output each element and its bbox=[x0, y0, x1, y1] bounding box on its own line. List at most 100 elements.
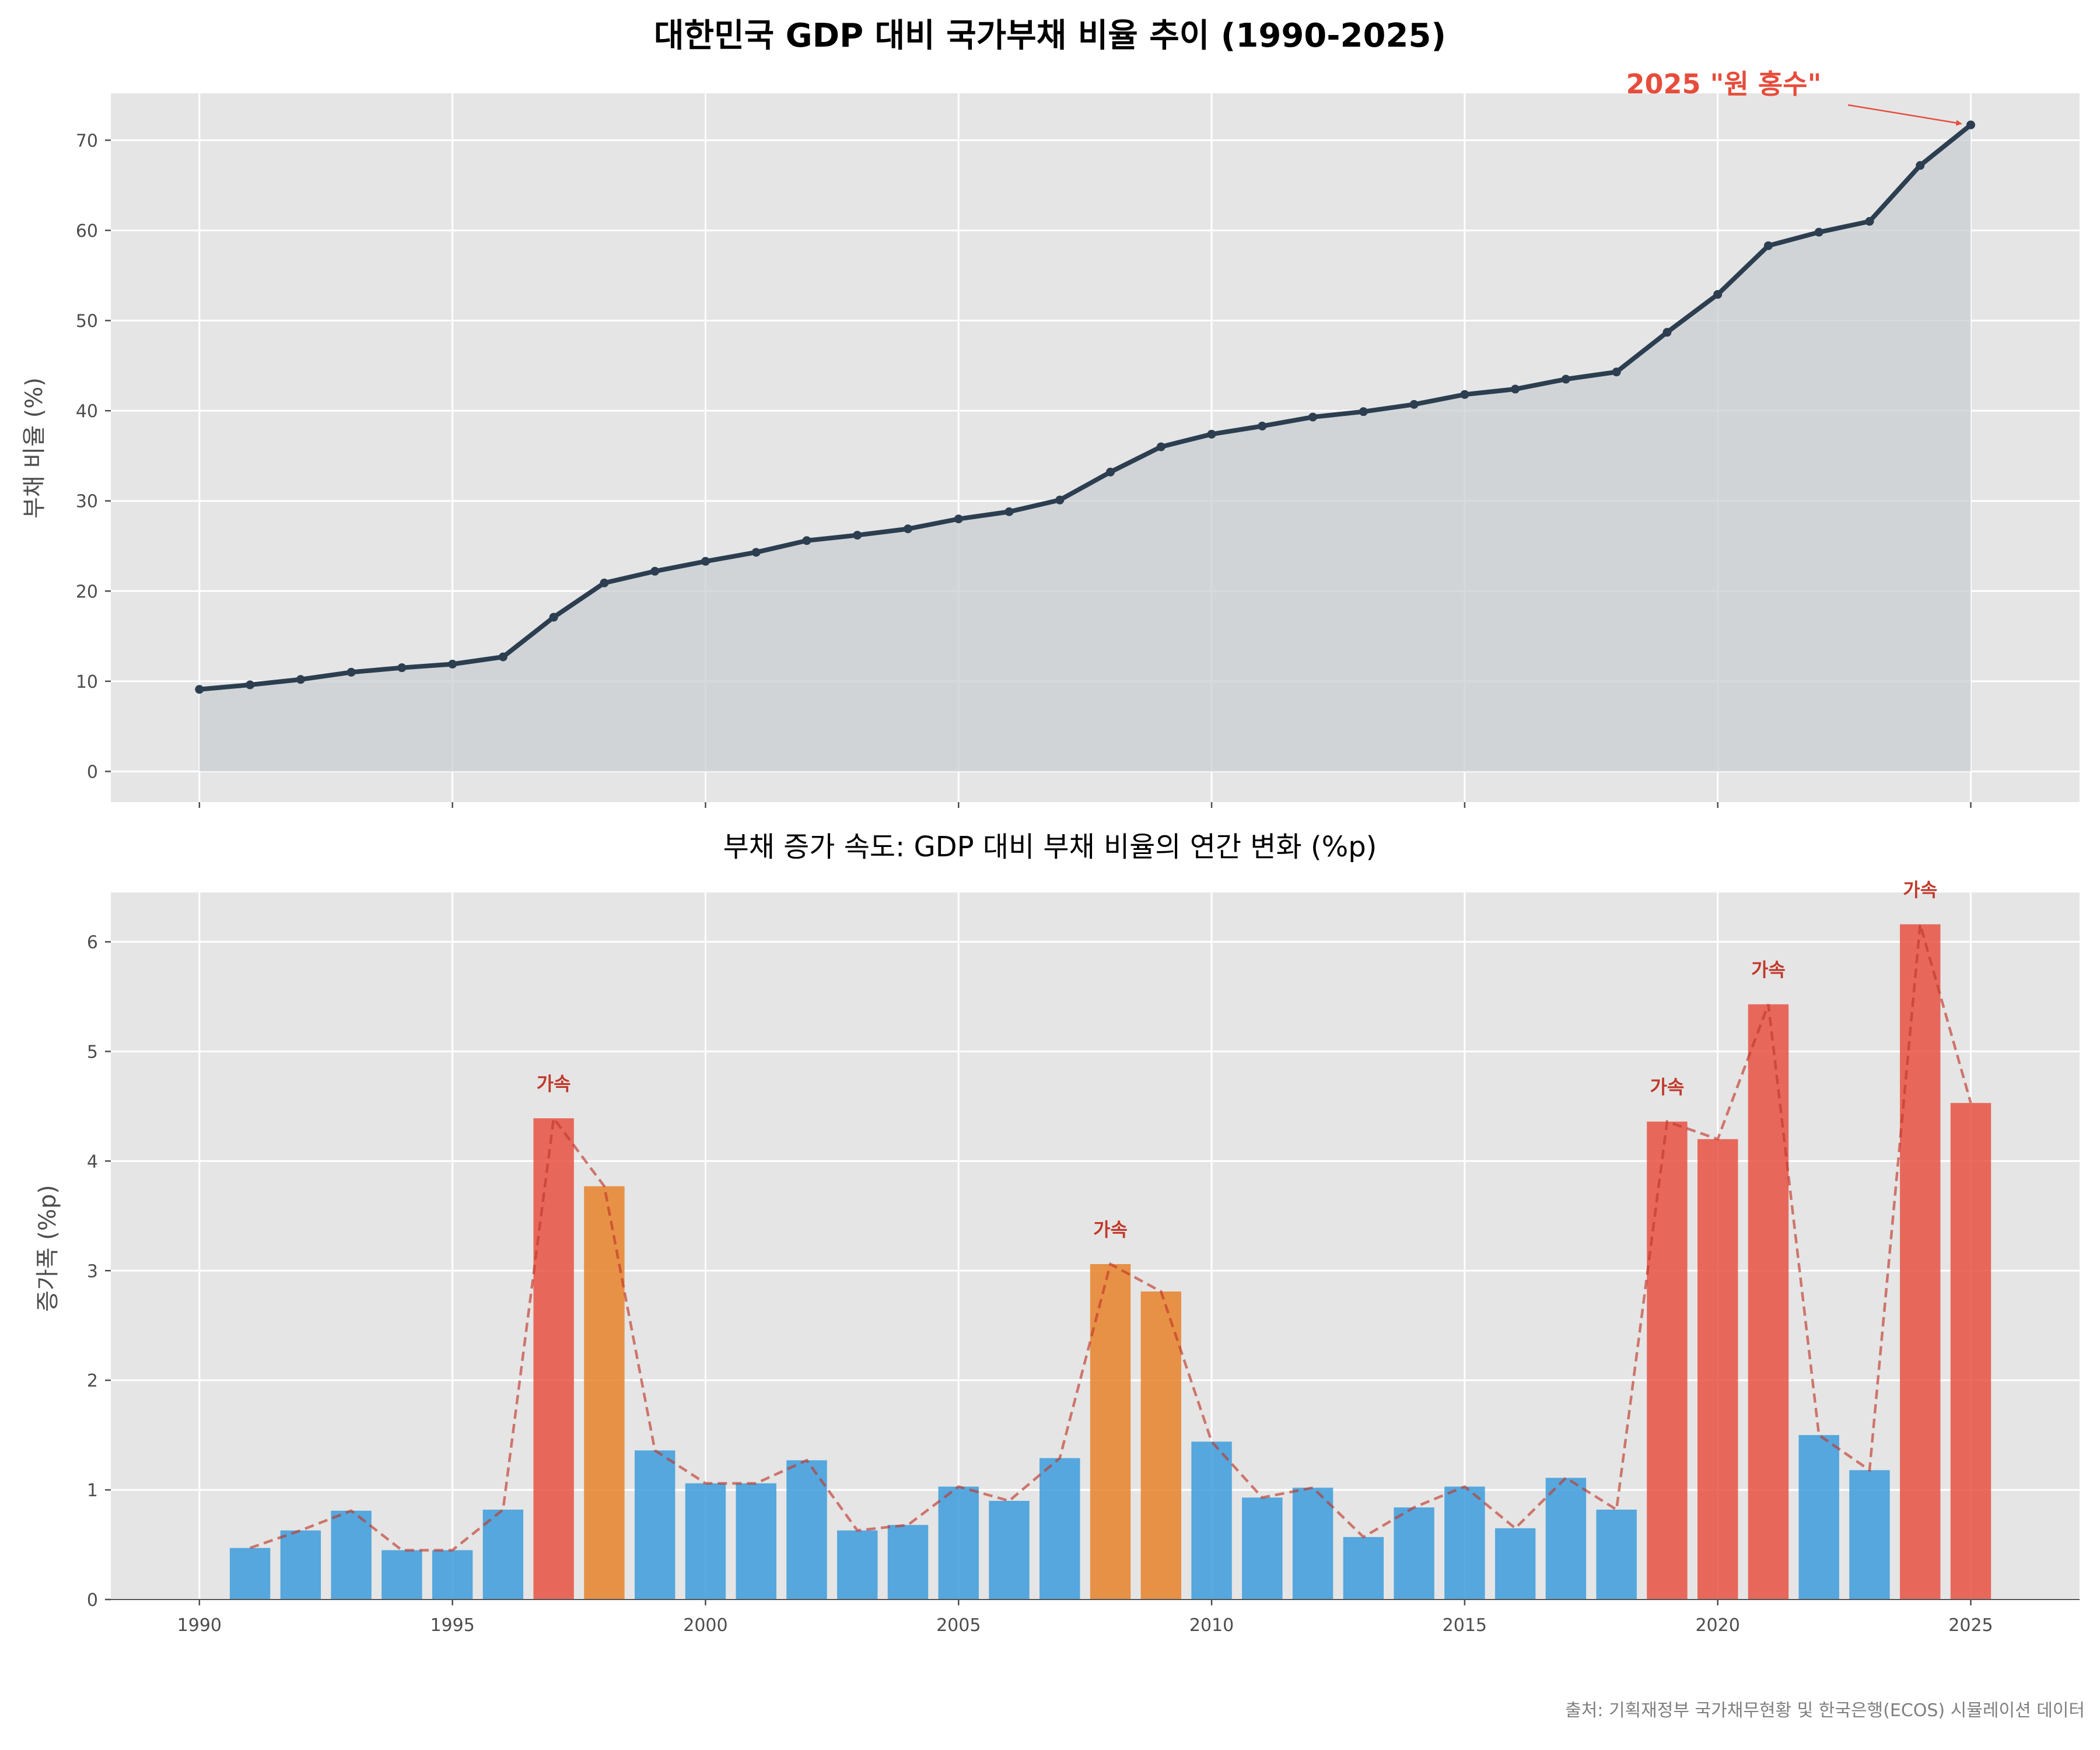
main-chart-title: 대한민국 GDP 대비 국가부채 비율 추이 (1990-2025) bbox=[654, 17, 1446, 55]
change-bar bbox=[1697, 1139, 1738, 1600]
debt-ratio-point bbox=[195, 685, 204, 694]
top-y-tick-label: 40 bbox=[76, 401, 98, 422]
change-bar bbox=[280, 1530, 321, 1600]
top-y-tick-label: 50 bbox=[76, 312, 98, 332]
acceleration-label: 가속 bbox=[537, 1073, 571, 1095]
change-bar bbox=[685, 1483, 726, 1600]
change-bar bbox=[1040, 1458, 1080, 1600]
change-bar bbox=[1292, 1488, 1334, 1600]
bottom-x-tick-label: 2025 bbox=[1948, 1615, 1993, 1636]
debt-ratio-point bbox=[1409, 400, 1419, 409]
top-y-tick-label: 0 bbox=[87, 762, 98, 782]
debt-ratio-point bbox=[1662, 328, 1672, 337]
debt-ratio-point bbox=[296, 675, 305, 684]
change-trend-line bbox=[249, 923, 1972, 1552]
flood-annotation-arrow bbox=[1847, 104, 1962, 126]
debt-ratio-point bbox=[650, 566, 660, 576]
change-bar bbox=[331, 1510, 372, 1600]
change-bar bbox=[1343, 1536, 1384, 1600]
change-bar bbox=[1191, 1441, 1232, 1600]
change-bar bbox=[1494, 1528, 1536, 1600]
debt-ratio-point bbox=[549, 612, 558, 622]
debt-ratio-point bbox=[701, 556, 710, 566]
debt-ratio-point bbox=[1865, 217, 1874, 226]
bottom-x-tick-label: 2015 bbox=[1443, 1615, 1487, 1636]
top-line-panel: 0 10 20 30 40 50 60 70 2025 "원 홍수" bbox=[76, 68, 2080, 808]
change-bar bbox=[786, 1460, 827, 1600]
change-bar bbox=[938, 1486, 979, 1600]
bottom-x-tick-label: 2010 bbox=[1189, 1615, 1234, 1636]
top-y-tick-label: 10 bbox=[76, 672, 98, 692]
debt-ratio-point bbox=[397, 663, 407, 673]
change-bar bbox=[837, 1530, 878, 1600]
debt-ratio-point bbox=[1814, 228, 1824, 237]
bottom-x-tick-label: 2000 bbox=[683, 1615, 727, 1636]
change-bar bbox=[533, 1118, 574, 1600]
bottom-y-tick-label: 0 bbox=[87, 1590, 98, 1611]
debt-ratio-point bbox=[1511, 384, 1520, 394]
debt-ratio-point bbox=[751, 548, 761, 557]
debt-ratio-point bbox=[1916, 161, 1925, 170]
change-bar bbox=[887, 1525, 929, 1600]
debt-ratio-point bbox=[346, 667, 356, 677]
flood-annotation-label: 2025 "원 홍수" bbox=[1626, 68, 1822, 100]
change-bar bbox=[1140, 1291, 1181, 1600]
bottom-y-tick-label: 3 bbox=[87, 1261, 98, 1282]
debt-ratio-point bbox=[802, 536, 811, 545]
change-bar bbox=[1748, 1004, 1789, 1600]
debt-ratio-point bbox=[853, 530, 862, 540]
acceleration-label: 가속 bbox=[1903, 878, 1937, 901]
change-bar bbox=[1849, 1470, 1890, 1600]
debt-ratio-point bbox=[1713, 290, 1723, 299]
debt-ratio-point bbox=[1308, 412, 1318, 422]
change-bar bbox=[989, 1500, 1030, 1600]
debt-ratio-line bbox=[199, 123, 1972, 692]
top-y-axis-label: 부채 비율 (%) bbox=[21, 377, 48, 519]
bottom-x-tick-label: 1995 bbox=[430, 1615, 474, 1636]
bottom-chart-title: 부채 증가 속도: GDP 대비 부채 비율의 연간 변화 (%p) bbox=[723, 831, 1377, 863]
bottom-y-tick-label: 6 bbox=[87, 933, 98, 953]
debt-ratio-point bbox=[498, 652, 508, 662]
change-bar bbox=[736, 1483, 776, 1600]
debt-ratio-point bbox=[1966, 120, 1975, 130]
change-bar bbox=[1596, 1509, 1637, 1600]
bottom-y-tick-label: 2 bbox=[87, 1371, 98, 1391]
bottom-y-axis-label: 증가폭 (%p) bbox=[34, 1185, 61, 1312]
debt-ratio-point bbox=[1156, 442, 1166, 452]
top-y-tick-label: 70 bbox=[76, 131, 98, 151]
debt-ratio-point bbox=[1106, 467, 1115, 477]
change-bar bbox=[432, 1550, 473, 1600]
bottom-bar-panel: 0 1 2 3 4 5 6 1990 1995 2000 2005 2010 2015 2020 2025 가… bbox=[87, 878, 2080, 1636]
debt-ratio-point bbox=[954, 514, 963, 524]
top-y-tick-label: 20 bbox=[76, 582, 98, 602]
top-y-tick-label: 60 bbox=[76, 221, 98, 242]
top-y-tick-label: 30 bbox=[76, 492, 98, 512]
debt-ratio-point bbox=[448, 659, 457, 668]
debt-ratio-point bbox=[1055, 495, 1065, 505]
change-bar bbox=[482, 1509, 524, 1600]
bottom-x-tick-label: 2020 bbox=[1695, 1615, 1740, 1636]
bottom-y-tick-label: 4 bbox=[87, 1152, 98, 1172]
change-bar bbox=[382, 1550, 422, 1600]
debt-ratio-area bbox=[199, 125, 1971, 772]
debt-ratio-point bbox=[1258, 421, 1267, 430]
debt-ratio-point bbox=[1207, 429, 1216, 439]
change-bar bbox=[634, 1450, 676, 1600]
change-bar bbox=[1444, 1486, 1485, 1600]
bottom-y-tick-label: 1 bbox=[87, 1480, 98, 1501]
debt-ratio-point bbox=[600, 578, 609, 587]
bottom-y-tick-label: 5 bbox=[87, 1042, 98, 1062]
source-footnote: 출처: 기획재정부 국가채무현황 및 한국은행(ECOS) 시뮬레이션 데이터 bbox=[1565, 1700, 2085, 1721]
debt-ratio-point bbox=[903, 524, 912, 534]
change-bar bbox=[229, 1548, 271, 1600]
debt-ratio-point bbox=[1005, 507, 1014, 516]
change-bar bbox=[1798, 1435, 1839, 1600]
change-bar bbox=[1394, 1507, 1434, 1600]
debt-ratio-point bbox=[1359, 407, 1368, 416]
bottom-x-tick-label: 2005 bbox=[936, 1615, 981, 1636]
acceleration-label: 가속 bbox=[1751, 959, 1786, 981]
change-bar bbox=[1545, 1478, 1587, 1600]
change-bar bbox=[1950, 1102, 1992, 1600]
change-bar bbox=[1899, 924, 1941, 1600]
acceleration-label: 가속 bbox=[1093, 1219, 1128, 1241]
